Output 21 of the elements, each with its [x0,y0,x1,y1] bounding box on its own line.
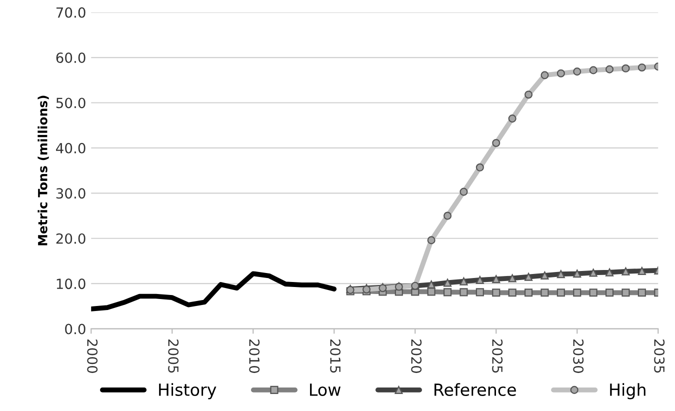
x-tick-label: 2005 [168,340,179,373]
legend-label: History [159,383,216,400]
legend-label: Reference [434,383,516,396]
y-axis-title: Metric Tons (millions) [38,96,49,246]
y-tick-label: 30.0 [56,188,86,199]
x-tick-label: 2010 [249,340,260,373]
y-tick-label: 0.0 [65,324,86,334]
legend-label: Low [310,384,341,396]
x-tick-label: 2025 [492,340,503,373]
y-tick-label: 10.0 [56,278,86,290]
legend-label: High [610,383,646,400]
y-tick-label: 70.0 [56,7,86,18]
x-tick-label: 2000 [87,340,98,373]
x-tick-label: 2035 [654,340,665,373]
y-tick-label: 60.0 [56,52,86,64]
y-tick-label: 50.0 [56,98,86,108]
y-tick-label: 20.0 [56,233,86,244]
x-tick-label: 2015 [330,340,341,373]
x-tick-label: 2020 [411,340,422,373]
y-tick-label: 40.0 [56,142,86,154]
x-tick-label: 2030 [573,340,584,373]
